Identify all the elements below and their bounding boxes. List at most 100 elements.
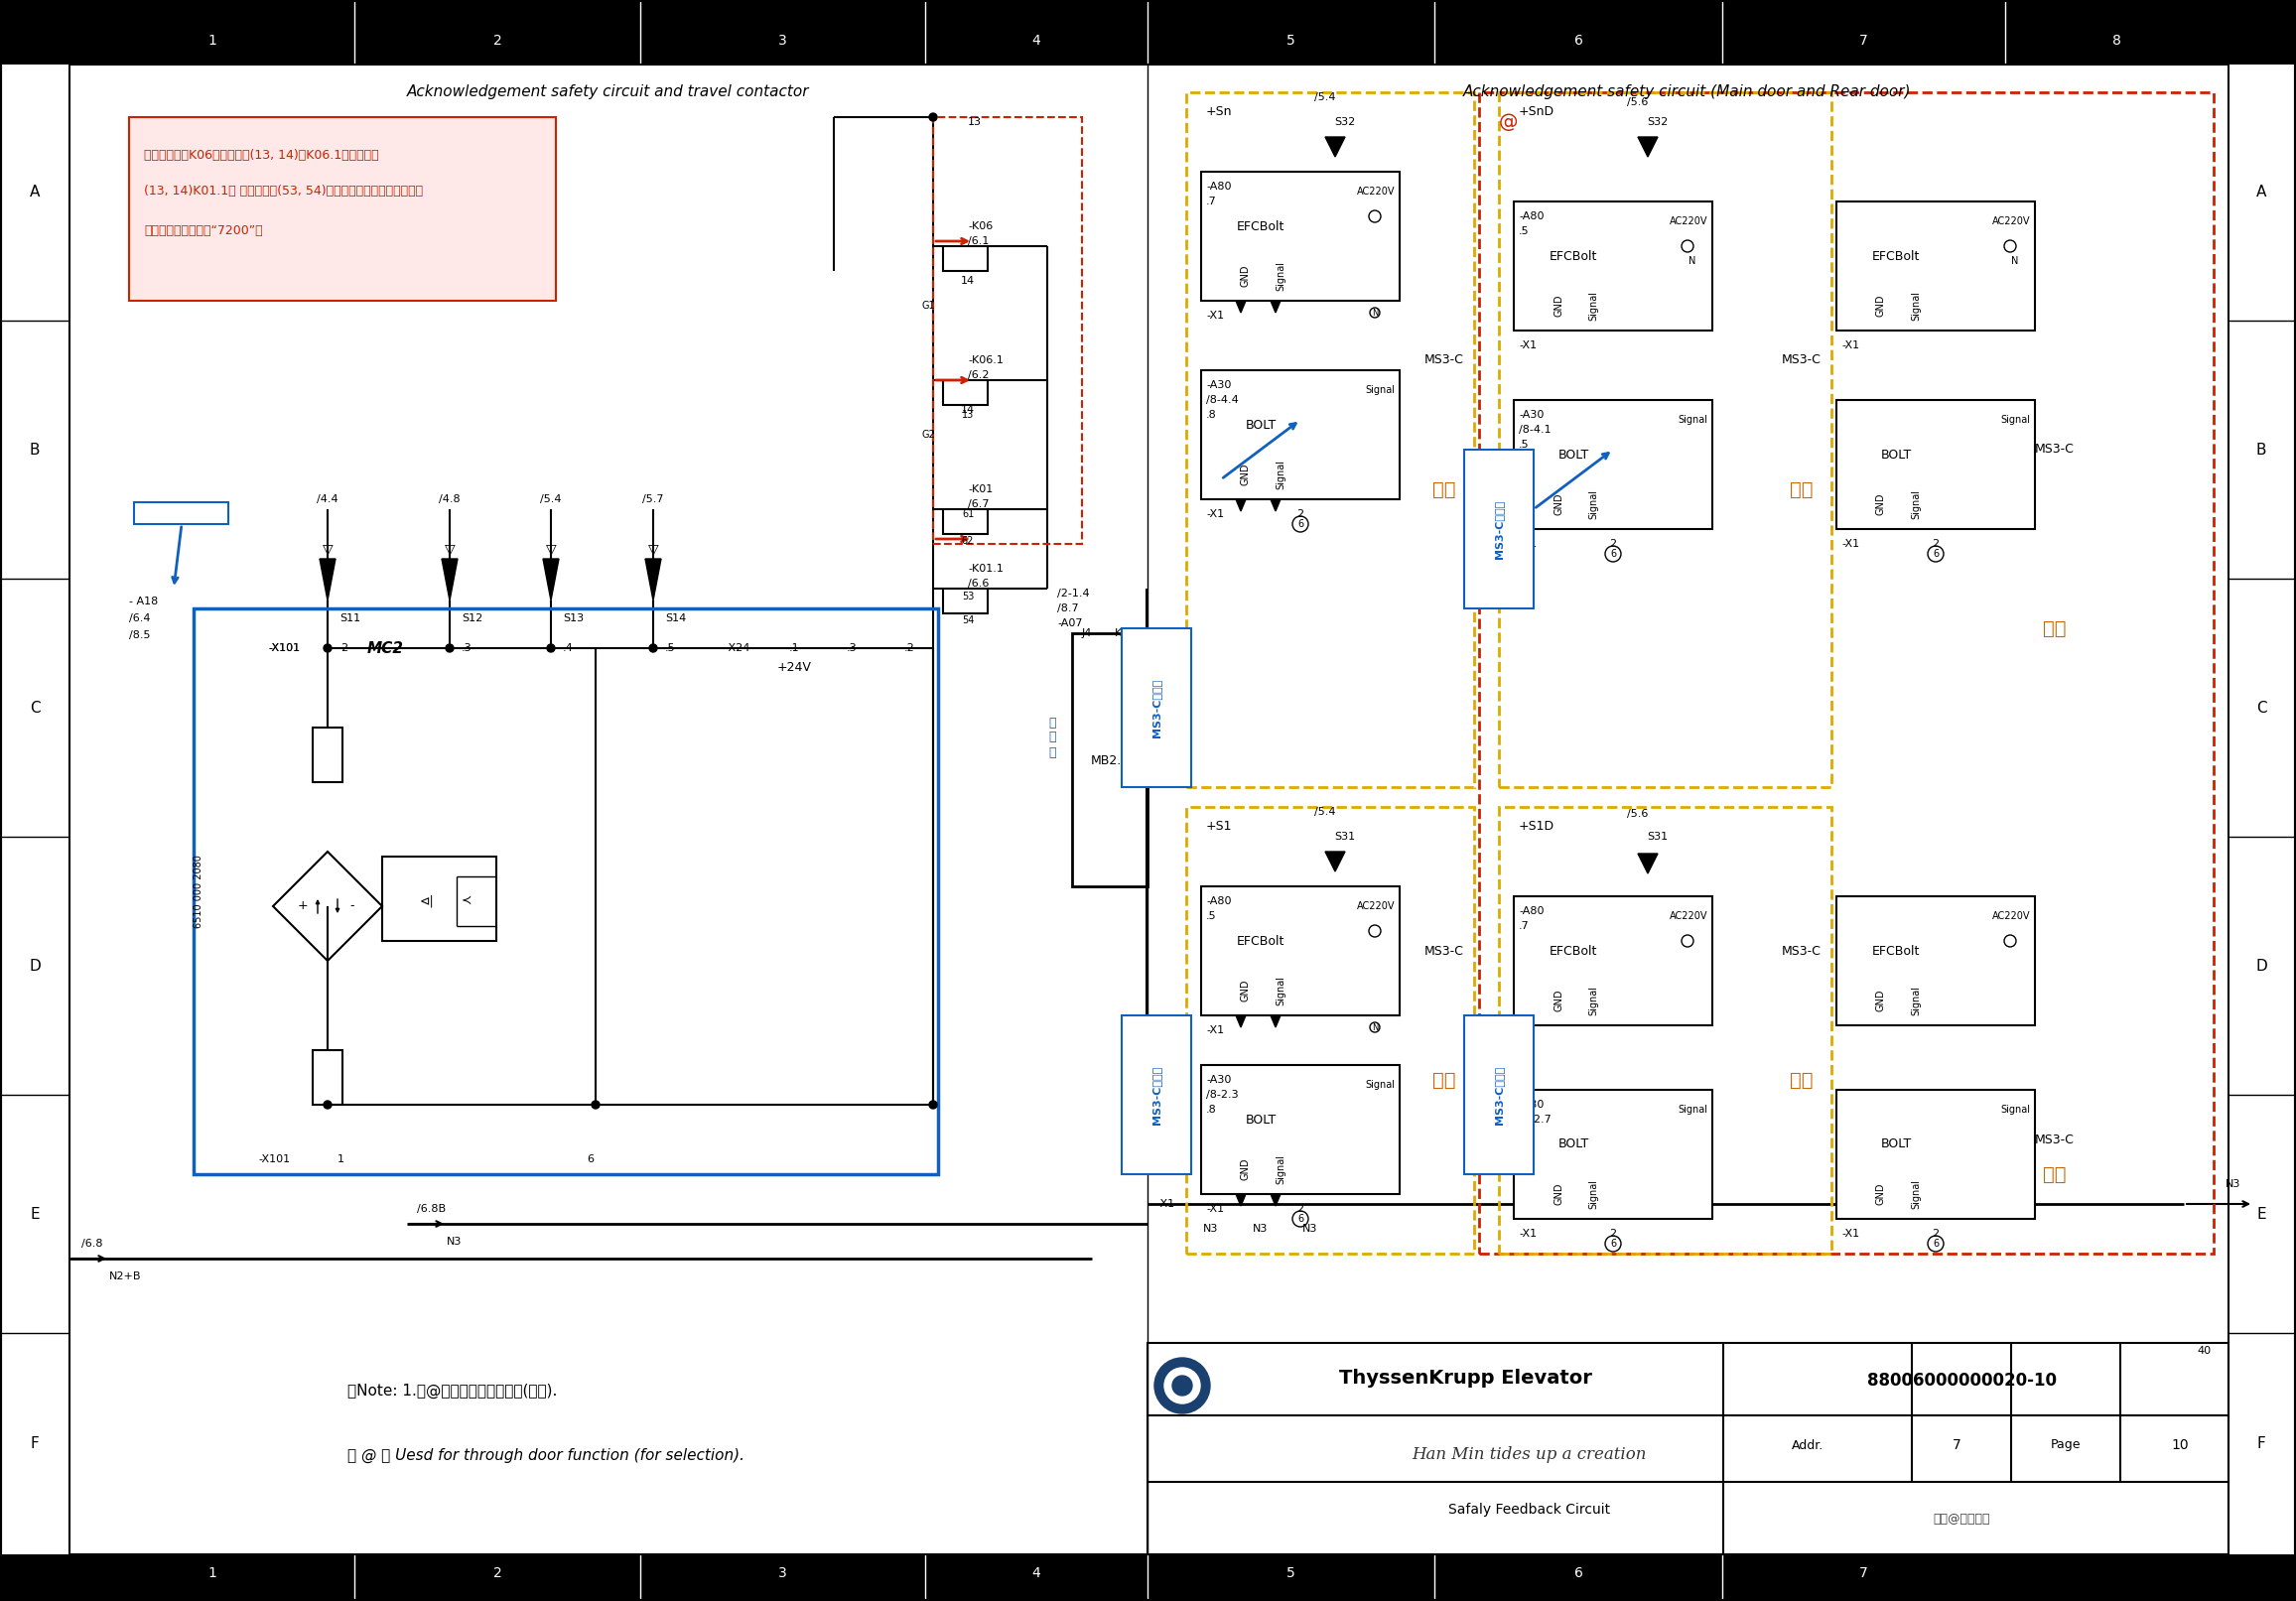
Text: -A07: -A07 bbox=[1056, 618, 1081, 628]
Bar bbox=[1201, 370, 1401, 500]
Text: F: F bbox=[30, 1436, 39, 1451]
Circle shape bbox=[592, 1101, 599, 1108]
Text: -K01: -K01 bbox=[969, 485, 992, 495]
Text: /8-4.4: /8-4.4 bbox=[1205, 395, 1238, 405]
Text: EFCBolt: EFCBolt bbox=[1871, 250, 1919, 263]
Text: 7: 7 bbox=[1860, 1566, 1869, 1580]
Text: -X1: -X1 bbox=[1205, 1025, 1224, 1036]
Text: S13: S13 bbox=[563, 613, 583, 623]
Text: MS3-C层显板: MS3-C层显板 bbox=[1153, 679, 1162, 736]
Text: B: B bbox=[2257, 442, 2266, 456]
Text: MS3-C: MS3-C bbox=[2034, 1134, 2076, 1146]
Bar bbox=[1187, 807, 1474, 1254]
Text: 10: 10 bbox=[2172, 1438, 2188, 1452]
Text: G1: G1 bbox=[921, 301, 934, 311]
Bar bbox=[1072, 634, 1148, 887]
Text: 13: 13 bbox=[969, 117, 983, 126]
Text: 6: 6 bbox=[1609, 549, 1616, 559]
Text: Signal: Signal bbox=[1589, 490, 1598, 519]
Bar bbox=[944, 589, 987, 613]
Text: Signal: Signal bbox=[1277, 261, 1286, 291]
Text: /5.4: /5.4 bbox=[1316, 807, 1336, 817]
Text: @: @ bbox=[1499, 112, 1518, 131]
Polygon shape bbox=[542, 559, 558, 600]
Circle shape bbox=[930, 1101, 937, 1108]
Text: D: D bbox=[30, 959, 41, 973]
Bar bbox=[0, 0, 2296, 64]
Text: BOLT: BOLT bbox=[1880, 448, 1913, 461]
Text: GND: GND bbox=[1876, 493, 1885, 516]
Polygon shape bbox=[1325, 138, 1345, 157]
Text: GND: GND bbox=[1240, 980, 1251, 1002]
Text: Signal: Signal bbox=[1589, 1180, 1598, 1209]
Bar bbox=[944, 509, 987, 535]
Text: Signal: Signal bbox=[1364, 1081, 1394, 1090]
Text: 3: 3 bbox=[778, 1566, 788, 1580]
Text: /5.7: /5.7 bbox=[643, 495, 664, 504]
Bar bbox=[1201, 887, 1401, 1015]
Text: 62: 62 bbox=[962, 536, 974, 546]
Text: GND: GND bbox=[1240, 264, 1251, 287]
Text: +24V: +24V bbox=[776, 661, 810, 674]
Polygon shape bbox=[1235, 301, 1247, 312]
Text: -X1: -X1 bbox=[1205, 1204, 1224, 1214]
Polygon shape bbox=[1235, 1015, 1247, 1028]
Circle shape bbox=[1155, 1358, 1210, 1414]
Circle shape bbox=[546, 644, 556, 652]
Text: D: D bbox=[2255, 959, 2266, 973]
Circle shape bbox=[650, 644, 657, 652]
Text: ＂ @ ＂ Uesd for through door function (for selection).: ＂ @ ＂ Uesd for through door function (fo… bbox=[347, 1447, 744, 1463]
Text: /6.2: /6.2 bbox=[969, 370, 990, 379]
Polygon shape bbox=[1270, 301, 1281, 312]
Text: GND: GND bbox=[1240, 1158, 1251, 1180]
Text: MC2主板: MC2主板 bbox=[158, 506, 204, 520]
Text: ≺: ≺ bbox=[461, 895, 471, 908]
Text: MC2: MC2 bbox=[367, 640, 404, 655]
Text: .1: .1 bbox=[790, 644, 799, 653]
Text: 5: 5 bbox=[1286, 34, 1295, 48]
Text: 8: 8 bbox=[2112, 34, 2122, 48]
Text: .8: .8 bbox=[1518, 1130, 1529, 1140]
Bar bbox=[133, 503, 227, 524]
Text: Acknowledgement safety circuit and travel contactor: Acknowledgement safety circuit and trave… bbox=[406, 85, 810, 99]
Text: 2: 2 bbox=[1297, 509, 1304, 519]
Text: GND: GND bbox=[1554, 295, 1564, 317]
Text: A: A bbox=[30, 186, 39, 200]
Text: Acknowledgement safety circuit (Main door and Rear door): Acknowledgement safety circuit (Main doo… bbox=[1463, 85, 1913, 99]
Bar bbox=[0, 1555, 2296, 1601]
Text: 3: 3 bbox=[778, 34, 788, 48]
Text: 2: 2 bbox=[494, 34, 501, 48]
Text: 6510 000 2080: 6510 000 2080 bbox=[193, 855, 204, 929]
Text: .4: .4 bbox=[563, 644, 574, 653]
Text: N: N bbox=[2011, 256, 2018, 266]
Text: 楼层: 楼层 bbox=[1433, 480, 1456, 500]
Text: BOLT: BOLT bbox=[1559, 1138, 1589, 1151]
Text: 88006000000020-10: 88006000000020-10 bbox=[1867, 1372, 2057, 1390]
Text: 1: 1 bbox=[207, 1566, 216, 1580]
Bar bbox=[1465, 1015, 1534, 1174]
Text: S11: S11 bbox=[340, 613, 360, 623]
Text: GND: GND bbox=[1554, 989, 1564, 1012]
Text: 头条@电梯资料: 头条@电梯资料 bbox=[1933, 1513, 1991, 1526]
Text: -A80: -A80 bbox=[1205, 181, 1231, 192]
Text: 1: 1 bbox=[338, 1154, 344, 1164]
Text: -A80: -A80 bbox=[1518, 906, 1545, 916]
Text: 楼层: 楼层 bbox=[1791, 480, 1814, 500]
Text: - A18: - A18 bbox=[129, 597, 158, 607]
Text: 楼层: 楼层 bbox=[2043, 620, 2066, 637]
Text: 6: 6 bbox=[1933, 1239, 1938, 1249]
Text: GND: GND bbox=[1876, 295, 1885, 317]
Bar bbox=[1148, 1343, 2229, 1555]
Text: EFCBolt: EFCBolt bbox=[1550, 250, 1598, 263]
Text: Addr.: Addr. bbox=[1791, 1439, 1823, 1452]
Text: (13, 14)K01.1； 接触器触点(53, 54)吸合，任何一个不通或断开，: (13, 14)K01.1； 接触器触点(53, 54)吸合，任何一个不通或断开… bbox=[145, 186, 422, 199]
Bar bbox=[193, 608, 939, 1174]
Text: GND: GND bbox=[1554, 1183, 1564, 1206]
Text: Signal: Signal bbox=[1277, 975, 1286, 1005]
Text: 6: 6 bbox=[1609, 1239, 1616, 1249]
Text: ⊲|: ⊲| bbox=[420, 895, 434, 908]
Text: /8-2.7: /8-2.7 bbox=[1518, 1114, 1552, 1124]
Bar bbox=[1465, 450, 1534, 608]
Text: -A30: -A30 bbox=[1205, 379, 1231, 391]
Text: +Sn: +Sn bbox=[1205, 106, 1233, 118]
